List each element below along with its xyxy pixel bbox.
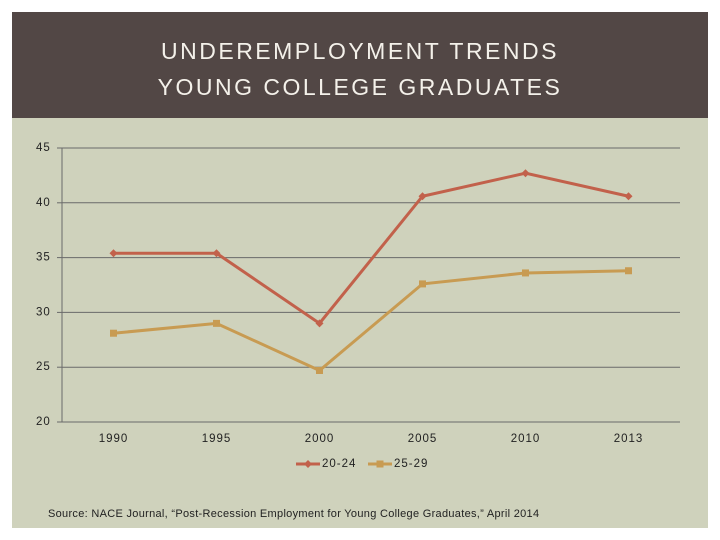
y-tick-label: 25	[36, 361, 51, 373]
marker	[376, 460, 384, 468]
header-band	[12, 12, 708, 118]
marker	[624, 192, 633, 201]
marker	[213, 319, 220, 327]
marker	[315, 319, 324, 328]
marker	[110, 329, 117, 337]
marker	[304, 460, 312, 468]
x-tick-label: 2005	[408, 433, 438, 445]
y-tick-label: 20	[36, 416, 51, 428]
series-line	[113, 269, 629, 373]
chart-title: YOUNG COLLEGE GRADUATES	[158, 74, 563, 100]
marker	[316, 366, 323, 374]
y-tick-label: 40	[36, 197, 51, 209]
x-tick-label: 2000	[305, 433, 335, 445]
y-tick-label: 35	[36, 252, 51, 264]
x-tick-label: 1990	[99, 433, 129, 445]
marker	[521, 169, 530, 178]
source-note: Source: NACE Journal, “Post-Recession Em…	[48, 508, 539, 520]
marker	[212, 249, 221, 258]
y-tick-label: 30	[36, 306, 51, 318]
marker	[419, 280, 426, 288]
x-tick-label: 1995	[202, 433, 232, 445]
marker	[418, 192, 427, 201]
marker	[522, 269, 529, 277]
chart-background	[12, 118, 708, 528]
marker	[109, 249, 118, 258]
series-line	[113, 171, 629, 326]
legend-label: 20-24	[322, 458, 356, 470]
x-tick-label: 2010	[511, 433, 541, 445]
x-tick-label: 2013	[614, 433, 644, 445]
y-tick-label: 45	[36, 142, 51, 154]
marker	[625, 267, 632, 275]
chart-title: UNDEREMPLOYMENT TRENDS	[161, 38, 559, 64]
legend-label: 25-29	[394, 458, 428, 470]
